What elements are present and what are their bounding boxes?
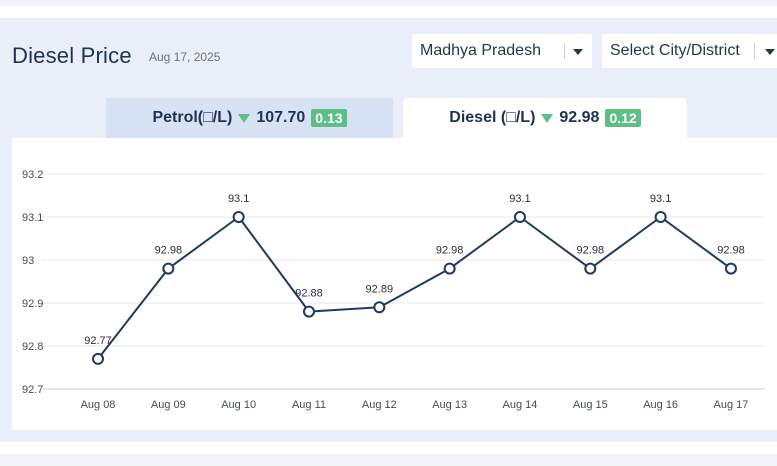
x-tick-label: Aug 10 bbox=[221, 399, 256, 411]
tab-petrol-label: Petrol(□/L) bbox=[152, 109, 233, 126]
data-point bbox=[302, 305, 315, 318]
x-tick-label: Aug 08 bbox=[81, 399, 116, 411]
bottom-divider bbox=[0, 454, 777, 466]
chart-panel: 92.7 92.8 92.9 93 93.1 93.2 Aug 08 Aug 09 Aug 10… bbox=[12, 138, 777, 430]
x-tick-label: Aug 13 bbox=[432, 399, 467, 411]
y-tick-label: 92.8 bbox=[22, 341, 43, 353]
city-select[interactable]: Select City/District bbox=[602, 34, 777, 68]
data-point bbox=[232, 211, 245, 223]
price-date: Aug 17, 2025 bbox=[149, 50, 221, 64]
data-label: 92.98 bbox=[717, 245, 745, 257]
data-point bbox=[654, 211, 667, 223]
top-divider bbox=[0, 0, 777, 6]
trend-down-icon bbox=[541, 113, 554, 123]
x-tick-label: Aug 17 bbox=[714, 399, 749, 411]
tab-diesel-label: Diesel (□/L) bbox=[449, 109, 536, 126]
data-point bbox=[513, 211, 526, 223]
select-divider bbox=[564, 43, 565, 59]
series-line bbox=[97, 216, 732, 360]
data-label: 93.1 bbox=[650, 193, 671, 205]
tab-diesel[interactable]: Diesel (□/L) 92.98 0.12 bbox=[403, 98, 687, 138]
chevron-down-icon bbox=[765, 49, 775, 55]
y-tick-label: 93.2 bbox=[22, 169, 43, 181]
data-point bbox=[162, 262, 175, 275]
tab-diesel-change-badge: 0.12 bbox=[605, 109, 641, 127]
x-tick-label: Aug 09 bbox=[151, 399, 186, 411]
data-point bbox=[443, 262, 456, 275]
data-label: 92.98 bbox=[436, 245, 464, 257]
x-tick-label: Aug 16 bbox=[643, 399, 678, 411]
data-label: 92.88 bbox=[295, 288, 323, 300]
trend-down-icon bbox=[238, 113, 251, 123]
tab-petrol[interactable]: Petrol(□/L) 107.70 0.13 bbox=[106, 98, 393, 138]
select-divider bbox=[754, 43, 755, 59]
y-tick-label: 92.7 bbox=[22, 384, 43, 396]
data-label: 92.89 bbox=[366, 283, 394, 295]
data-label: 92.98 bbox=[155, 245, 183, 257]
x-tick-label: Aug 12 bbox=[362, 399, 397, 411]
state-select-value: Madhya Pradesh bbox=[420, 42, 541, 59]
data-label: 92.77 bbox=[84, 335, 112, 347]
state-select[interactable]: Madhya Pradesh bbox=[412, 34, 592, 68]
tab-petrol-price: 107.70 bbox=[256, 109, 306, 126]
y-tick-label: 93 bbox=[22, 255, 34, 267]
tab-diesel-price: 92.98 bbox=[559, 109, 600, 126]
data-label: 93.1 bbox=[509, 193, 530, 205]
y-tick-label: 93.1 bbox=[22, 212, 43, 224]
city-select-placeholder: Select City/District bbox=[610, 42, 740, 59]
data-point bbox=[373, 301, 386, 314]
data-point bbox=[584, 262, 597, 275]
chevron-down-icon bbox=[573, 49, 583, 55]
data-point bbox=[724, 262, 737, 275]
y-tick-label: 92.9 bbox=[22, 298, 43, 310]
page-title: Diesel Price bbox=[12, 43, 132, 68]
x-tick-label: Aug 15 bbox=[573, 399, 608, 411]
data-label: 92.98 bbox=[577, 245, 605, 257]
price-line-chart: 92.7 92.8 92.9 93 93.1 93.2 Aug 08 Aug 09 Aug 10… bbox=[22, 169, 765, 411]
data-label: 93.1 bbox=[228, 193, 249, 205]
data-point bbox=[92, 352, 104, 365]
x-tick-label: Aug 14 bbox=[503, 399, 538, 411]
x-tick-label: Aug 11 bbox=[292, 399, 326, 411]
tab-petrol-change-badge: 0.13 bbox=[311, 109, 347, 127]
